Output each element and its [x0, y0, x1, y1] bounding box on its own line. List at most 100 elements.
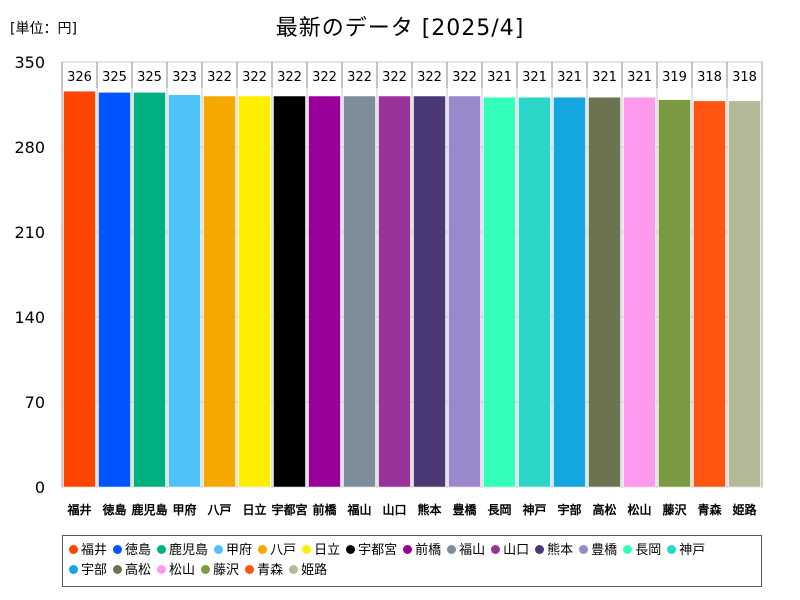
legend-label: 鹿児島 — [169, 543, 209, 558]
bar — [448, 95, 481, 488]
x-tick-label: 松山 — [627, 502, 651, 517]
legend-item: 高松 — [113, 561, 151, 581]
bar — [98, 92, 131, 488]
legend-marker — [157, 565, 167, 574]
data-label: 322 — [277, 70, 302, 85]
legend-item: 姫路 — [289, 561, 327, 581]
data-label: 322 — [207, 70, 232, 85]
data-label: 323 — [172, 70, 197, 85]
bar-chart: 326 325 325 323 322 322 322 322 322 322 322 322 321 3… — [14, 53, 763, 517]
bar — [343, 95, 376, 488]
legend-label: 神戸 — [679, 543, 706, 558]
legend-item: 徳島 — [113, 541, 151, 561]
bar — [63, 90, 96, 488]
y-tick-label: 350 — [14, 53, 45, 72]
data-label: 322 — [452, 70, 477, 85]
legend-label: 姫路 — [301, 563, 328, 578]
bar — [623, 96, 656, 488]
x-tick-label: 宇都宮 — [271, 502, 307, 517]
legend-item: 藤沢 — [201, 561, 239, 581]
legend-item: 神戸 — [667, 541, 705, 561]
bar — [518, 96, 551, 488]
legend-marker — [69, 565, 78, 574]
bar — [378, 95, 411, 488]
x-tick-label: 神戸 — [522, 502, 546, 517]
x-tick-label: 福井 — [66, 502, 91, 517]
legend-label: 長岡 — [635, 543, 662, 558]
legend-label: 藤沢 — [213, 563, 240, 578]
legend-label: 宇部 — [81, 563, 108, 578]
legend-label: 福山 — [459, 543, 486, 558]
x-tick-label: 日立 — [242, 502, 266, 517]
legend-item: 宇部 — [69, 561, 107, 581]
legend-label: 豊橋 — [591, 543, 618, 558]
bar — [483, 96, 516, 488]
data-label: 321 — [627, 70, 652, 85]
legend-label: 甲府 — [226, 543, 253, 558]
legend-item: 熊本 — [535, 541, 573, 561]
legend-item: 日立 — [302, 541, 340, 561]
legend-marker — [667, 545, 677, 554]
legend-label: 徳島 — [125, 543, 152, 558]
legend-label: 宇都宮 — [358, 543, 398, 558]
legend-marker — [289, 565, 299, 574]
legend-marker — [491, 545, 501, 554]
data-label: 319 — [662, 70, 687, 85]
bar — [273, 95, 306, 488]
data-label: 322 — [417, 70, 442, 85]
legend-item: 前橋 — [403, 541, 441, 561]
x-tick-label: 宇部 — [557, 502, 581, 517]
y-tick-label: 280 — [14, 138, 45, 157]
data-label: 321 — [592, 70, 617, 85]
bar — [133, 92, 166, 488]
data-label: 322 — [312, 70, 337, 85]
chart-legend: 福井 徳島 鹿児島 甲府 八戸 日立 宇都宮 前橋 福山 山口 熊本 豊橋 長岡 神戸宇部 高松 松山 藤沢 青森… — [62, 535, 762, 587]
bar — [553, 96, 586, 488]
legend-label: 松山 — [169, 563, 196, 578]
legend-marker — [245, 565, 255, 574]
legend-item: 宇都宮 — [346, 541, 397, 561]
legend-label: 山口 — [503, 543, 530, 558]
legend-label: 熊本 — [547, 543, 574, 558]
legend-marker — [157, 545, 167, 554]
bar — [728, 100, 761, 488]
chart-title: 最新のデータ [2025/4] — [275, 16, 525, 41]
legend-item: 鹿児島 — [157, 541, 208, 561]
legend-label: 八戸 — [270, 543, 297, 558]
data-label: 321 — [522, 70, 547, 85]
y-tick-label: 140 — [14, 308, 45, 327]
legend-label: 前橋 — [415, 543, 442, 558]
data-label: 322 — [382, 70, 407, 85]
legend-marker — [201, 565, 211, 574]
x-tick-label: 徳島 — [101, 502, 126, 517]
legend-marker — [214, 545, 224, 554]
x-tick-label: 豊橋 — [452, 502, 477, 517]
y-tick-label: 210 — [14, 223, 45, 242]
bar — [238, 95, 271, 488]
bar — [588, 96, 621, 488]
legend-marker — [579, 545, 589, 554]
legend-label: 青森 — [257, 563, 284, 578]
legend-label: 日立 — [314, 543, 341, 558]
data-label: 325 — [102, 70, 127, 85]
data-label: 326 — [67, 70, 92, 85]
x-tick-label: 藤沢 — [661, 502, 687, 517]
legend-marker — [113, 545, 123, 554]
x-tick-label: 高松 — [592, 502, 616, 517]
legend-marker — [447, 545, 457, 554]
data-label: 321 — [557, 70, 582, 85]
legend-item: 豊橋 — [579, 541, 617, 561]
legend-label: 高松 — [125, 563, 152, 578]
legend-marker — [346, 545, 356, 554]
legend-marker — [623, 545, 633, 554]
legend-item: 福山 — [447, 541, 485, 561]
legend-item: 甲府 — [214, 541, 252, 561]
data-label: 325 — [137, 70, 162, 85]
legend-label: 福井 — [81, 543, 108, 558]
x-tick-label: 甲府 — [172, 502, 196, 517]
data-label: 322 — [347, 70, 372, 85]
unit-label: [単位：円] — [10, 21, 77, 37]
legend-marker — [403, 545, 413, 554]
bar — [658, 99, 691, 488]
data-label: 322 — [242, 70, 267, 85]
